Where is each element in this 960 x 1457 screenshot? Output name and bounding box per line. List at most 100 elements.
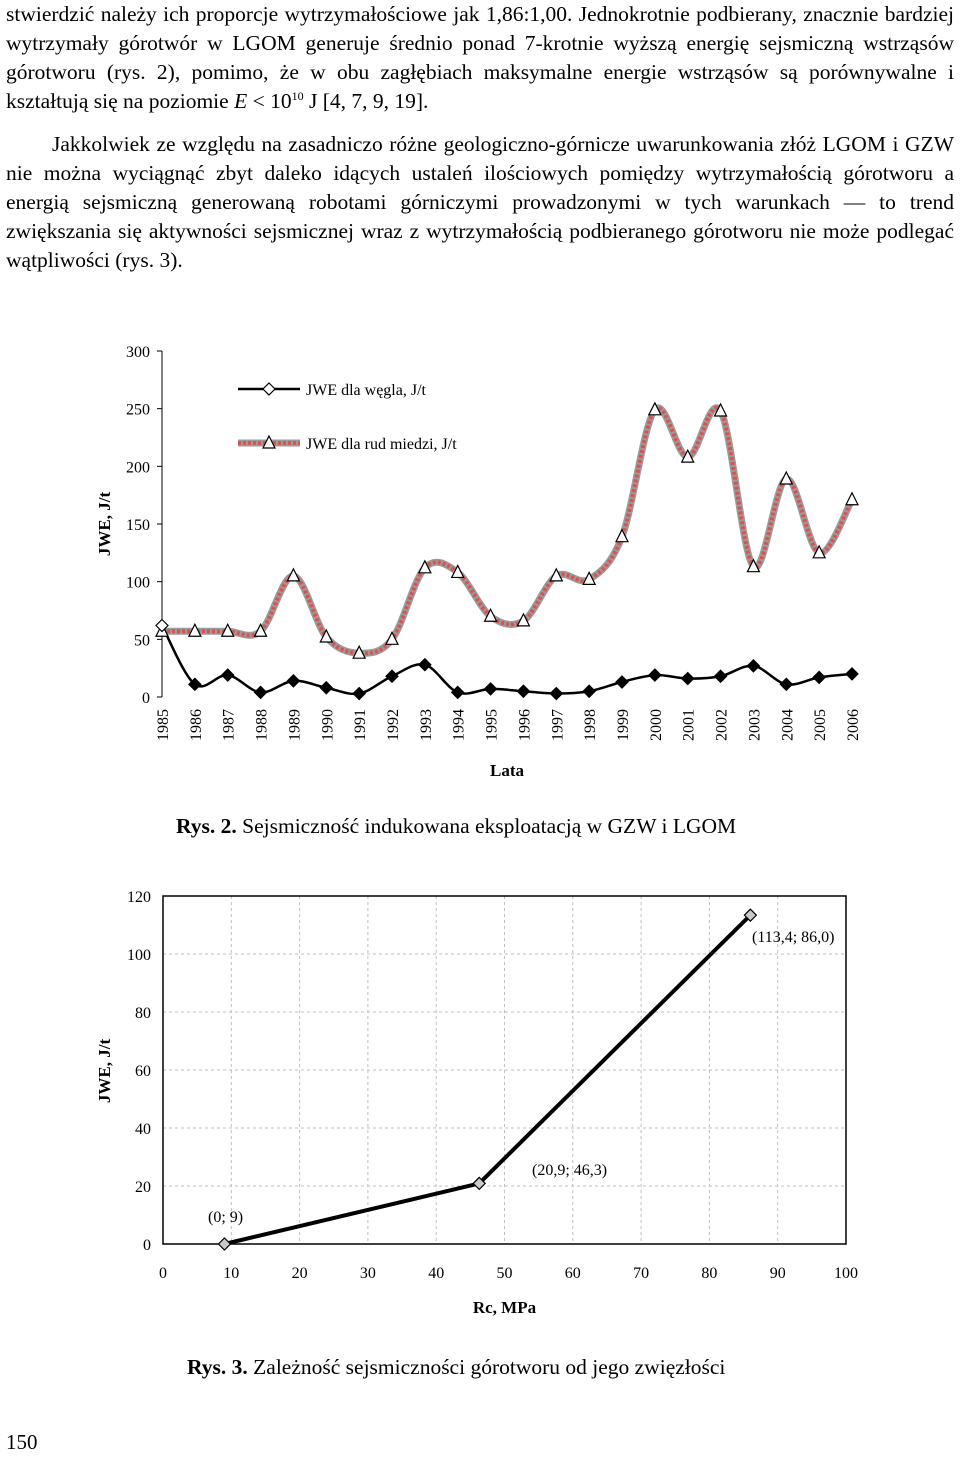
- ore-point: [549, 567, 564, 582]
- x-tick-label: 1988: [254, 709, 271, 741]
- page-number: 150: [6, 1430, 38, 1454]
- x-tick-label: 70: [633, 1265, 649, 1282]
- coal-point: [352, 686, 366, 701]
- coal-point: [418, 657, 432, 672]
- x-tick-label: 90: [770, 1265, 786, 1282]
- coal-point: [549, 686, 564, 701]
- ore-point: [417, 559, 432, 574]
- coal-point: [385, 669, 399, 684]
- exponent: 10: [291, 89, 304, 103]
- ore-point: [385, 630, 399, 645]
- ore-point: [253, 622, 268, 637]
- energy-symbol: E: [234, 89, 248, 113]
- x-tick-label: 30: [360, 1265, 376, 1282]
- x-tick-label: 60: [565, 1265, 581, 1282]
- legend-ore-label: JWE dla rud miedzi, J/t: [306, 436, 457, 453]
- coal-point: [615, 675, 629, 689]
- coal-point: [286, 674, 301, 688]
- x-tick-label: 1994: [451, 709, 468, 741]
- y-tick-label: 0: [143, 1237, 151, 1254]
- y-tick-label: 40: [135, 1121, 151, 1138]
- coal-point: [779, 677, 794, 692]
- y-tick-label: 100: [126, 575, 150, 592]
- x-tick-label: 1985: [155, 709, 172, 741]
- x-tick-label: 2006: [845, 709, 862, 741]
- figure-2-label: Rys. 2.: [176, 814, 237, 838]
- x-tick-label: 0: [159, 1265, 167, 1282]
- y-tick-label: 100: [127, 947, 151, 964]
- coal-point: [450, 685, 465, 700]
- figure-3-caption: Rys. 3. Zależność sejsmiczności górotwor…: [187, 1355, 725, 1380]
- y-tick-label: 150: [126, 517, 150, 534]
- ore-point: [352, 644, 367, 659]
- x-tick-label: 2002: [714, 709, 731, 741]
- coal-point: [648, 668, 662, 682]
- x-tick-label: 1995: [484, 709, 501, 741]
- ore-point: [516, 612, 531, 627]
- ore-point: [713, 402, 728, 417]
- y-tick-label: 300: [126, 344, 150, 361]
- ore-point: [483, 607, 498, 622]
- x-tick-label: 20: [292, 1265, 308, 1282]
- coal-point: [680, 671, 695, 686]
- x-axis-title: Lata: [490, 761, 525, 780]
- point-annotation: (113,4; 86,0): [752, 929, 835, 946]
- y-tick-label: 200: [126, 459, 150, 476]
- coal-point: [483, 682, 498, 696]
- data-point: [743, 908, 758, 922]
- figure-2-caption: Rys. 2. Sejsmiczność indukowana eksploat…: [176, 814, 736, 839]
- coal-point: [253, 685, 268, 700]
- x-tick-label: 1991: [352, 709, 369, 741]
- legend-ore-marker: [262, 434, 276, 449]
- y-tick-label: 80: [135, 1005, 151, 1022]
- data-point: [217, 1237, 232, 1251]
- x-tick-label: 10: [223, 1265, 239, 1282]
- y-tick-label: 0: [142, 690, 150, 707]
- figure-3-chart: 0 10 20 30 40 50 60 70 80 90 100 0 20 40 60 80 100 120 Rc,…: [95, 889, 858, 1317]
- ore-point: [319, 628, 334, 643]
- ore-point: [746, 558, 761, 573]
- data-point: [472, 1176, 487, 1191]
- ore-point: [779, 470, 794, 485]
- x-tick-label: 40: [428, 1265, 444, 1282]
- y-tick-label: 20: [135, 1179, 151, 1196]
- x-tick-label: 2004: [779, 709, 796, 741]
- series-line: [224, 913, 752, 1246]
- legend-coal-label: JWE dla węgla, J/t: [306, 382, 427, 399]
- x-tick-label: 1987: [221, 709, 238, 741]
- ore-point: [615, 528, 629, 543]
- point-annotation: (0; 9): [208, 1209, 243, 1226]
- series-coal-line: [160, 624, 853, 696]
- ore-point: [680, 448, 695, 463]
- paragraph-1-text: stwierdzić należy ich proporcje wytrzyma…: [6, 2, 954, 113]
- x-tick-label: 1986: [188, 709, 205, 741]
- figure-3-label: Rys. 3.: [187, 1355, 248, 1379]
- x-tick-label: 1990: [319, 709, 336, 741]
- paragraph-2: Jakkolwiek ze względu na zasadniczo różn…: [6, 132, 954, 272]
- x-tick-label: 80: [701, 1265, 717, 1282]
- x-tick-label: 2000: [648, 709, 665, 741]
- ore-point: [220, 622, 235, 637]
- point-annotation: (20,9; 46,3): [532, 1162, 607, 1179]
- y-tick-label: 250: [126, 402, 150, 419]
- y-axis-title: JWE, J/t: [95, 492, 114, 557]
- x-tick-label: 2005: [812, 709, 829, 741]
- ore-point: [187, 622, 202, 637]
- paragraph-1: stwierdzić należy ich proporcje wytrzyma…: [6, 0, 954, 116]
- coal-point: [516, 684, 531, 699]
- coal-point: [812, 670, 826, 685]
- x-tick-label: 1992: [385, 709, 402, 741]
- x-tick-label: 1993: [418, 709, 435, 741]
- coal-point: [845, 667, 859, 681]
- coal-point: [582, 684, 596, 699]
- coal-point: [746, 659, 761, 673]
- figure-2-caption-text: Sejsmiczność indukowana eksploatacją w G…: [236, 814, 737, 838]
- coal-point: [713, 669, 728, 684]
- coal-point: [319, 680, 334, 695]
- x-tick-label: 1998: [582, 709, 599, 741]
- legend-coal-marker: [262, 382, 276, 396]
- ore-point: [845, 491, 859, 506]
- figure-3-caption-text: Zależność sejsmiczności górotworu od jeg…: [247, 1355, 726, 1379]
- x-tick-label: 2003: [746, 709, 763, 741]
- x-tick-label: 1997: [549, 709, 566, 741]
